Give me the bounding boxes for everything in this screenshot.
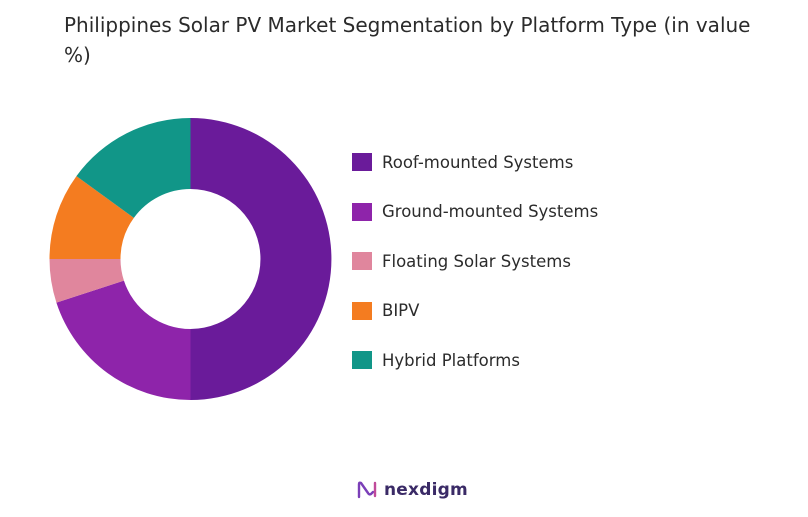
donut-slices [49,118,332,400]
legend-label: Roof-mounted Systems [382,152,574,172]
legend-item-floating-solar: Floating Solar Systems [352,249,598,273]
legend-label: Ground-mounted Systems [382,202,599,221]
brand-logo: nexdigm [356,479,468,501]
donut-slice-roof-mounted [190,118,332,400]
donut-slice-bipv [49,176,134,259]
legend-swatch [352,351,372,369]
legend-label: Floating Solar Systems [382,251,571,271]
chart-legend: Roof-mounted Systems Ground-mounted Syst… [352,150,598,398]
legend-item-ground-mounted: Ground-mounted Systems [352,200,598,224]
legend-swatch [352,301,372,320]
legend-swatch [352,252,372,270]
donut-chart [49,118,332,400]
donut-slice-floating-solar [49,259,124,303]
legend-item-roof-mounted: Roof-mounted Systems [352,150,598,174]
legend-label: BIPV [382,301,420,320]
legend-swatch [352,153,372,171]
legend-item-hybrid: Hybrid Platforms [352,348,598,372]
brand-name: nexdigm [384,480,468,500]
chart-title: Philippines Solar PV Market Segmentation… [64,13,751,67]
donut-slice-ground-mounted [56,280,191,400]
legend-swatch [352,202,372,221]
legend-item-bipv: BIPV [352,299,598,323]
legend-label: Hybrid Platforms [382,350,520,370]
donut-slice-hybrid [76,118,191,218]
nexdigm-logo-icon [357,481,377,499]
